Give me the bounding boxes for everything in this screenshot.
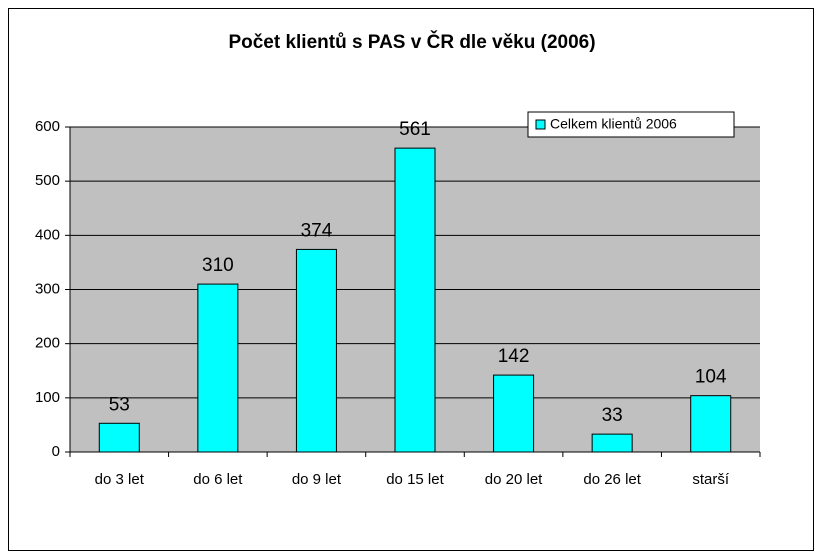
y-tick-label: 400 — [35, 226, 60, 243]
legend-label: Celkem klientů 2006 — [550, 116, 677, 132]
data-label: 104 — [695, 367, 727, 388]
x-tick-label: do 3 let — [95, 471, 145, 488]
data-label: 142 — [498, 346, 530, 367]
bar — [591, 433, 633, 453]
y-tick-label: 100 — [35, 389, 60, 406]
legend-swatch — [535, 119, 546, 130]
data-label: 33 — [602, 405, 623, 426]
data-label: 53 — [109, 394, 130, 415]
x-tick-label: do 26 let — [583, 471, 641, 488]
y-tick-label: 0 — [52, 443, 60, 460]
data-label: 310 — [202, 255, 234, 276]
bar — [493, 374, 535, 453]
x-tick-label: starší — [692, 471, 730, 488]
bar — [295, 248, 337, 453]
data-label: 374 — [301, 220, 333, 241]
bar — [98, 422, 140, 453]
x-tick-label: do 9 let — [292, 471, 342, 488]
legend-box — [527, 111, 735, 138]
y-tick-label: 600 — [35, 118, 60, 135]
y-tick-label: 200 — [35, 335, 60, 352]
y-tick-label: 300 — [35, 280, 60, 297]
data-label: 561 — [399, 119, 431, 140]
bar — [197, 283, 239, 453]
bar — [690, 395, 732, 453]
x-tick-label: do 20 let — [485, 471, 543, 488]
x-tick-label: do 6 let — [193, 471, 243, 488]
chart-title: Počet klientů s PAS v ČR dle věku (2006) — [228, 31, 595, 53]
y-tick-label: 500 — [35, 172, 60, 189]
bar — [394, 147, 436, 453]
x-tick-label: do 15 let — [386, 471, 444, 488]
